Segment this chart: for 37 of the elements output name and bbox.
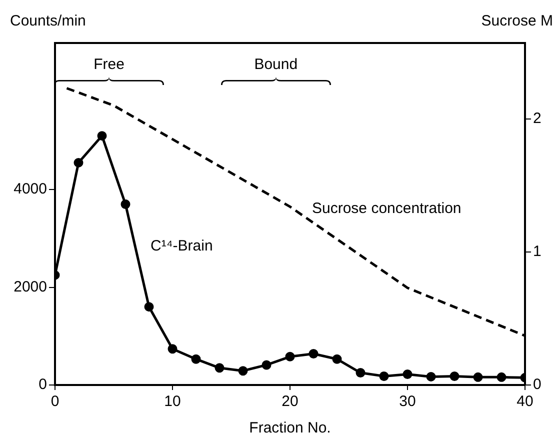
x-tick-label: 10 [164,393,181,410]
point [144,302,154,312]
series-label: Sucrose concentration [312,200,462,217]
point [356,368,366,378]
x-tick-label: 30 [399,393,416,410]
point [496,372,506,382]
annotation: Bound [254,56,298,74]
point [426,372,436,382]
x-tick-label: 20 [282,393,298,410]
point [262,360,272,370]
point [97,131,107,141]
y2-tick-label: 1 [533,243,542,260]
y-tick-label: 0 [38,376,47,394]
point [332,354,342,364]
point [308,348,318,358]
point [285,352,295,362]
point [214,363,224,373]
point [450,371,460,381]
y-axis-title: Counts/min [10,12,86,30]
series-label: C¹⁴-Brain [150,237,213,254]
y2-tick-label: 0 [533,376,542,394]
annotation: Free [94,56,124,74]
point [379,371,389,381]
y2-axis-title: Sucrose M [481,12,553,30]
x-tick-label: 0 [50,393,60,410]
point [473,372,483,382]
x-axis-title: Fraction No. [249,420,331,437]
point [168,344,178,354]
point [191,354,201,364]
point [120,199,130,209]
point [402,370,412,379]
point [238,366,248,376]
y-tick-label: 4000 [14,180,47,198]
x-tick-label: 40 [516,393,534,410]
y2-tick-label: 2 [533,110,542,127]
y-tick-label: 2000 [14,278,47,296]
point [74,158,84,168]
